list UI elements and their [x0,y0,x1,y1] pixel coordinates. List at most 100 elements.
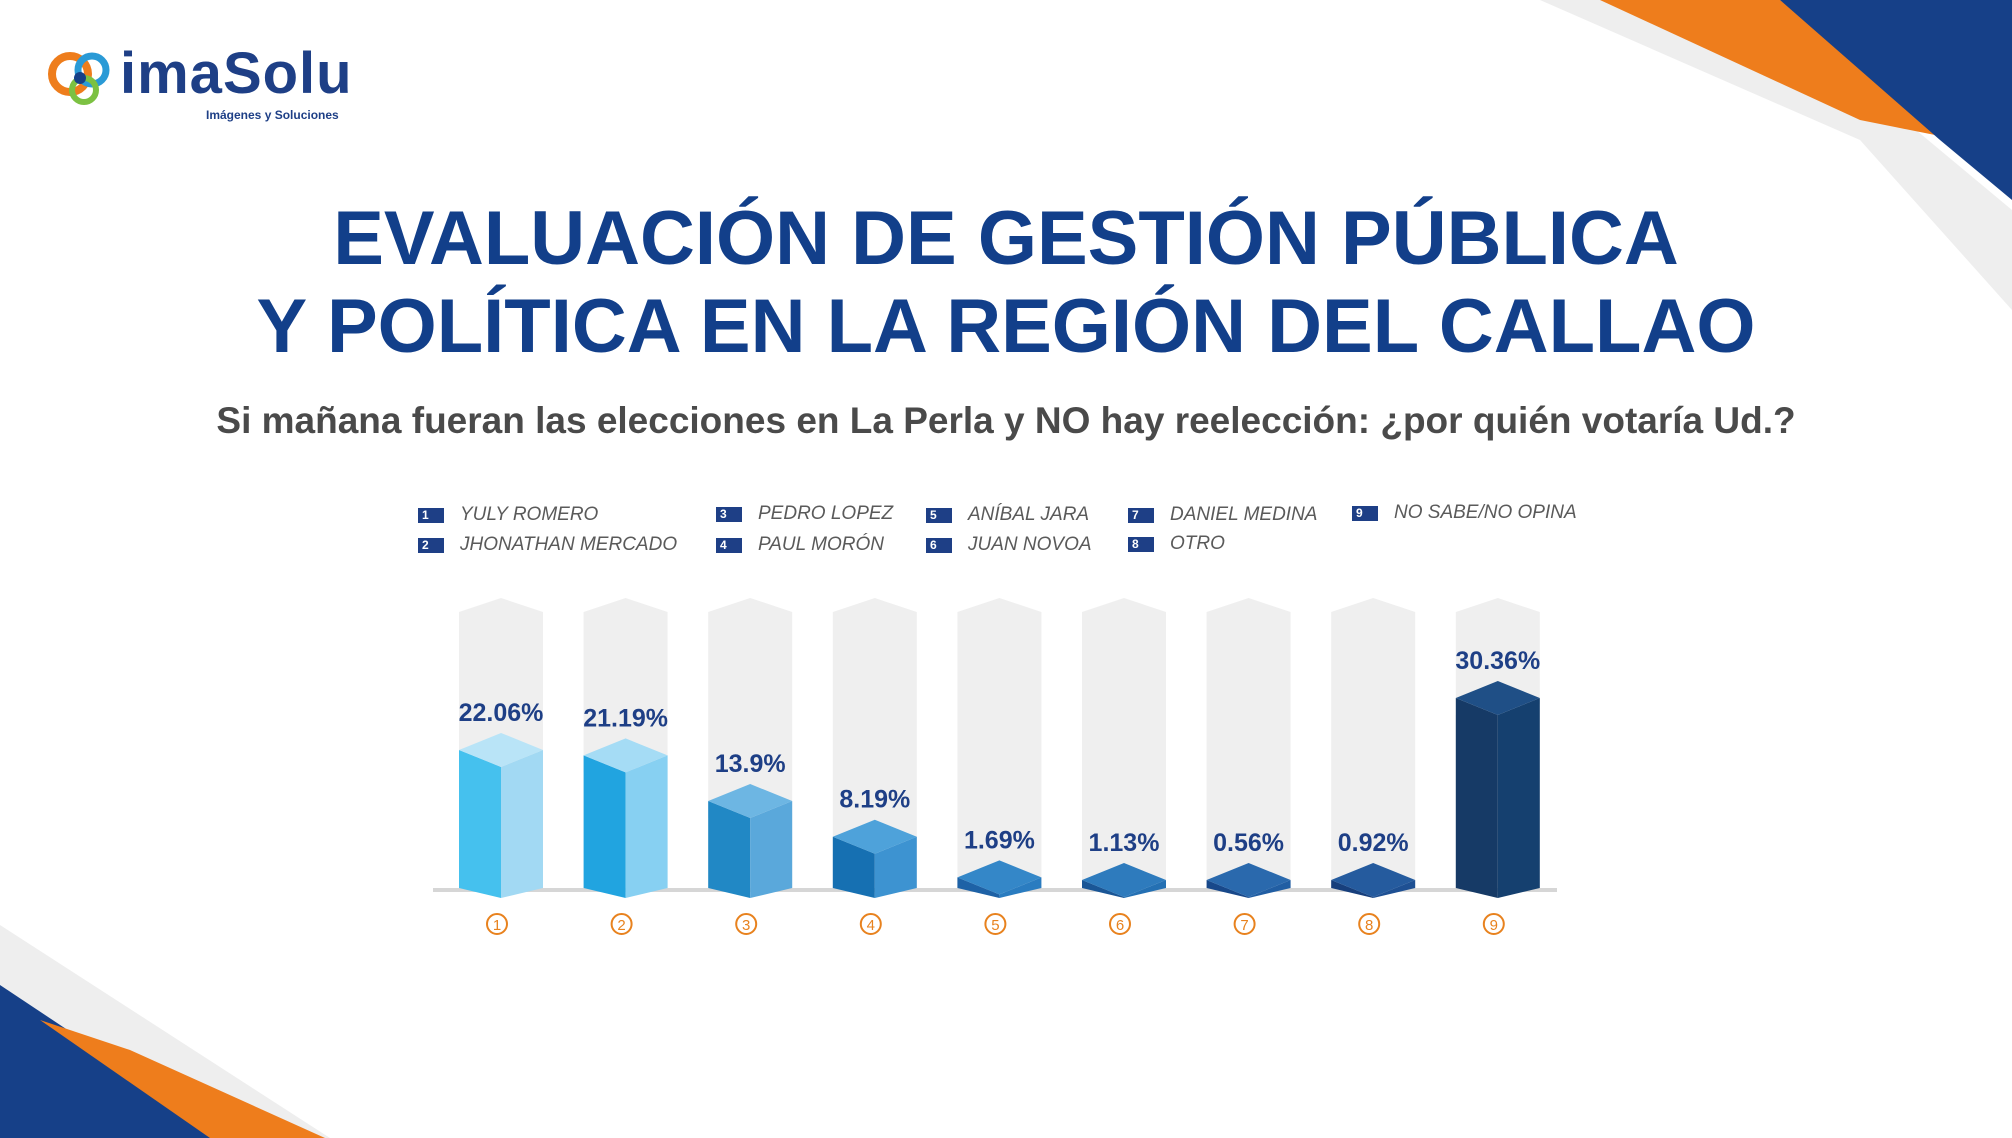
logo: imaSolu Imágenes y Soluciones [40,40,370,130]
legend-number: 8 [1128,536,1154,552]
category-marker-circle [1109,913,1131,935]
bar-front-face [583,755,626,898]
category-marker-circle [1358,913,1381,935]
bar-side-face [1373,880,1416,898]
bar-value-label: 13.9% [715,750,786,778]
bar-side-face [874,836,917,898]
legend-item-8: 8 OTRO [1128,532,1225,556]
chart-legend: 1 YULY ROMERO 2 JHONATHAN MERCADO 3 PEDR… [418,501,1577,557]
legend-item-3: 3 PEDRO LOPEZ [716,502,893,526]
legend-number: 4 [716,537,742,553]
category-marker-circle [1233,913,1256,935]
legend-label: OTRO [1170,533,1225,554]
bar-top-face [957,860,1042,895]
bar-track [1206,598,1291,888]
category-marker-number: 3 [742,917,750,934]
bar-side-face [625,755,668,898]
legend-number: 7 [1128,507,1154,523]
legend-label: PAUL MORÓN [758,534,884,555]
bar-front-face [1331,880,1374,898]
bar-track [957,598,1042,888]
logo-mark-icon [48,52,110,105]
legend-item-1: 1 YULY ROMERO [418,503,598,527]
bar-side-face [1497,698,1540,898]
category-marker-number: 1 [493,917,501,934]
category-marker-number: 4 [867,917,875,934]
category-marker-number: 9 [1490,917,1498,934]
legend-item-7: 7 DANIEL MEDINA [1128,503,1317,527]
legend-label: NO SABE/NO OPINA [1394,502,1577,523]
legend-number: 2 [418,537,444,553]
logo-name: imaSolu [120,41,353,106]
bar-side-face [750,801,793,898]
bar-side-face [1248,880,1291,898]
bar-top-face [1455,681,1540,715]
bar-front-face [459,749,501,898]
title-line-2: Y POLÍTICA EN LA REGIÓN DEL CALLAO [256,284,1756,369]
page-title: EVALUACIÓN DE GESTIÓN PÚBLICA Y POLÍTICA… [0,195,2012,371]
bar-front-face [1206,880,1249,898]
bar-side-face [501,749,543,898]
bar-value-label: 22.06% [459,699,544,727]
bar-value-label: 8.19% [839,786,910,814]
legend-label: JUAN NOVOA [968,534,1092,555]
legend-item-4: 4 PAUL MORÓN [716,533,884,557]
bar-top-face [832,819,917,854]
bar-top-face [708,784,793,819]
legend-label: JHONATHAN MERCADO [460,534,678,555]
legend-item-5: 5 ANÍBAL JARA [926,503,1089,527]
bar-track [1082,598,1166,888]
category-marker-circle [486,913,508,935]
category-marker-circle [610,913,633,935]
bar-top-face [1082,863,1166,897]
bar-value-label: 1.13% [1089,829,1160,857]
category-marker-number: 6 [1116,917,1124,934]
legend-item-9: 9 NO SABE/NO OPINA [1352,501,1577,525]
bar-front-face [957,877,1000,898]
bar-front-face [1082,880,1124,898]
bar-value-label: 1.69% [964,826,1035,854]
legend-number: 3 [716,506,742,522]
top-right-swoosh-orange [1600,0,1960,140]
bar-value-label: 21.19% [583,704,668,732]
category-marker-circle [735,913,758,935]
bar-side-face [999,877,1042,898]
category-marker-number: 8 [1365,917,1373,934]
legend-label: ANÍBAL JARA [968,504,1090,525]
category-marker-number: 5 [991,917,999,934]
bar-front-face [832,836,875,898]
category-marker-number: 2 [617,917,625,934]
bottom-left-swoosh-grey [0,925,330,1138]
bar-top-face [583,738,668,773]
bar-value-label: 0.56% [1213,829,1284,857]
top-right-swoosh-navy [1780,0,2012,200]
bar-top-face [459,732,543,767]
bar-front-face [708,801,751,898]
category-marker-number: 7 [1240,917,1248,934]
question-subtitle: Si mañana fueran las elecciones en La Pe… [216,400,1796,441]
category-marker-circle [1482,913,1505,935]
bar-value-label: 0.92% [1338,829,1409,857]
legend-label: DANIEL MEDINA [1170,504,1318,525]
legend-number: 5 [926,507,952,523]
legend-label: YULY ROMERO [460,504,599,525]
bar-side-face [1124,880,1166,898]
legend-label: PEDRO LOPEZ [758,503,894,524]
logo-tagline: Imágenes y Soluciones [206,108,339,122]
bottom-left-swoosh-orange [40,1020,325,1138]
bar-front-face [1455,698,1498,898]
category-marker-circle [859,913,882,935]
bar-track [1331,598,1416,888]
category-marker-circle [984,913,1007,935]
bar-value-label: 30.36% [1455,647,1540,675]
title-line-1: EVALUACIÓN DE GESTIÓN PÚBLICA [333,196,1679,281]
bar-track [832,598,917,888]
bar-top-face [1206,863,1291,897]
legend-number: 9 [1352,505,1378,521]
legend-item-6: 6 JUAN NOVOA [926,533,1092,557]
legend-number: 1 [418,507,444,523]
legend-item-2: 2 JHONATHAN MERCADO [418,533,677,557]
bar-top-face [1331,863,1416,897]
